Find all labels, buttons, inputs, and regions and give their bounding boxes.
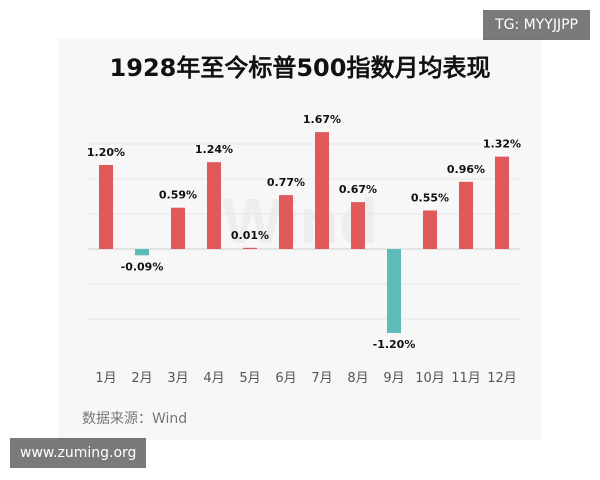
x-tick-label: 9月 — [383, 371, 404, 386]
site-badge: www.zuming.org — [10, 438, 147, 468]
bar-data-label: 1.67% — [303, 113, 341, 126]
bar-3 — [171, 207, 185, 249]
bar-data-label: 0.59% — [159, 189, 197, 202]
x-tick-label: 1月 — [95, 371, 116, 386]
bar-data-label: 0.01% — [231, 229, 269, 242]
x-tick-label: 8月 — [347, 371, 368, 386]
bar-6 — [279, 195, 293, 249]
bar-data-label: 0.77% — [267, 176, 305, 189]
bar-12 — [495, 156, 509, 249]
x-tick-label: 6月 — [275, 371, 296, 386]
x-tick-label: 3月 — [167, 371, 188, 386]
bar-data-label: 1.20% — [87, 146, 125, 159]
bar-10 — [423, 210, 437, 249]
bar-data-label: 0.55% — [411, 192, 449, 205]
x-tick-label: 10月 — [415, 371, 445, 386]
bar-2 — [135, 249, 149, 256]
bar-data-label: 0.67% — [339, 183, 377, 196]
bar-9 — [387, 249, 401, 333]
data-source-label: 数据来源：Wind — [82, 411, 188, 427]
bar-1 — [99, 165, 113, 249]
x-tick-label: 4月 — [203, 371, 224, 386]
x-tick-label: 11月 — [451, 371, 481, 386]
chart-title: 1928年至今标普500指数月均表现 — [109, 54, 491, 82]
bar-data-label: 1.32% — [483, 138, 521, 151]
x-tick-label: 2月 — [131, 371, 152, 386]
bar-data-label: 0.96% — [447, 163, 485, 176]
x-tick-label: 5月 — [239, 371, 260, 386]
bar-data-label: -1.20% — [373, 338, 416, 351]
bar-data-label: -0.09% — [121, 260, 164, 273]
bar-8 — [351, 202, 365, 249]
bar-data-label: 1.24% — [195, 143, 233, 156]
tg-badge: TG: MYYJJPP — [483, 10, 590, 40]
x-tick-label: 12月 — [487, 371, 517, 386]
bar-4 — [207, 162, 221, 249]
bar-11 — [459, 181, 473, 249]
x-tick-label: 7月 — [311, 371, 332, 386]
bar-7 — [315, 132, 329, 249]
bar-5 — [243, 247, 257, 249]
